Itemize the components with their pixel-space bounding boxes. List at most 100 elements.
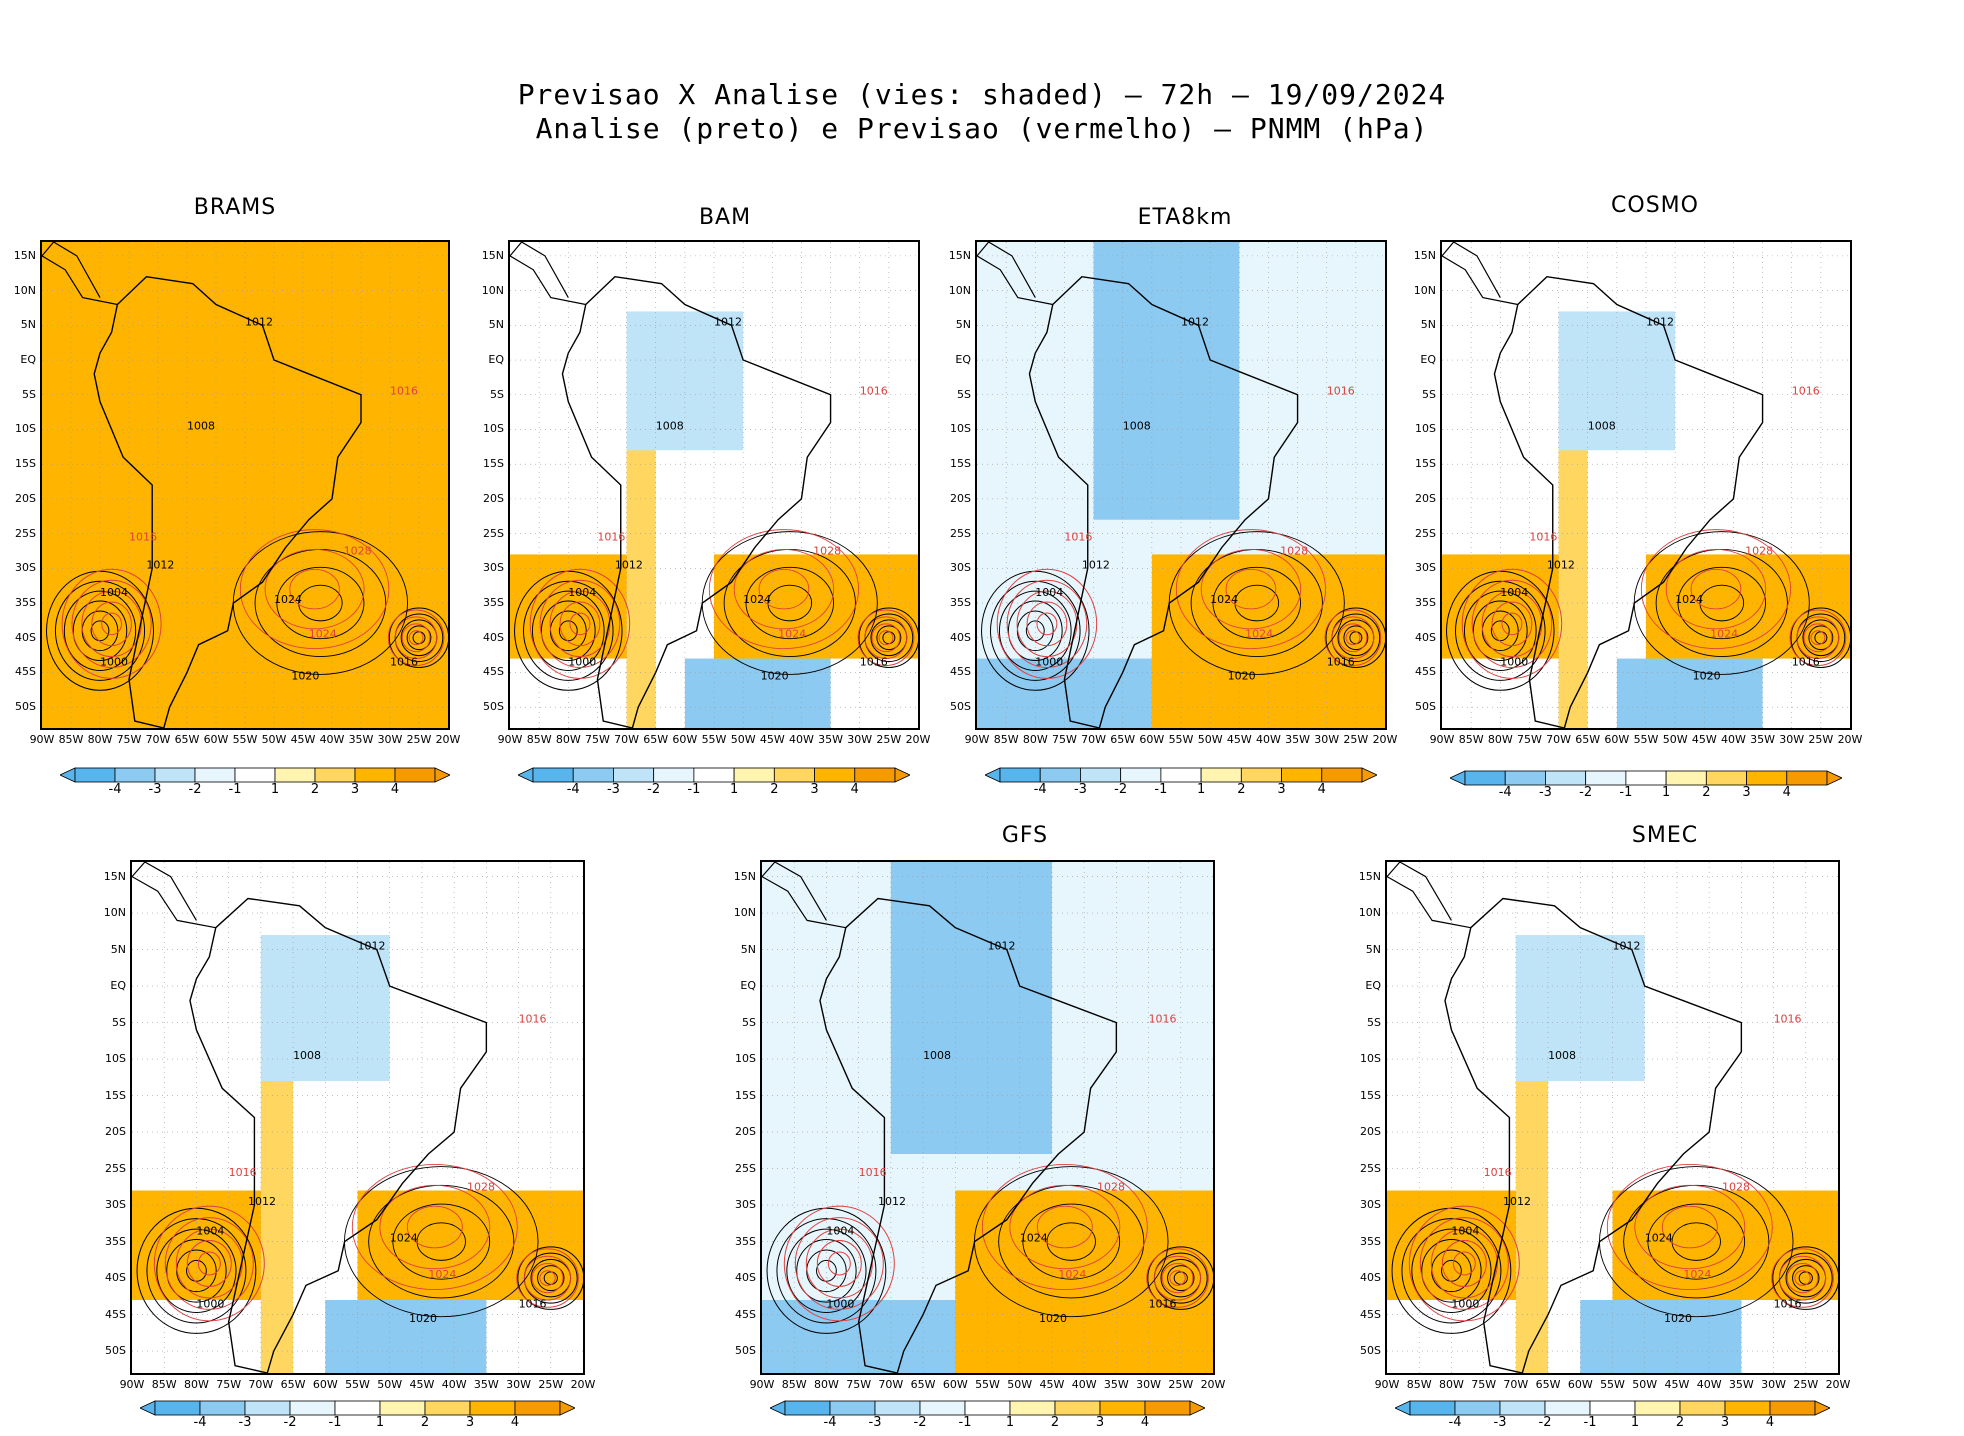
bias-cell — [1181, 658, 1211, 694]
bias-cell — [655, 450, 686, 486]
lon-tick-label: 30W — [1314, 733, 1340, 746]
bias-cell — [655, 554, 686, 590]
bias-cell — [888, 693, 918, 728]
bias-cell — [826, 1081, 860, 1118]
bias-cell — [1148, 898, 1182, 936]
bias-cell — [1326, 519, 1357, 555]
bias-cell — [361, 485, 391, 521]
bias-cell — [1515, 1300, 1549, 1337]
map-svg: 1012102410201000100410081016101210281016… — [42, 242, 448, 728]
bias-cell — [361, 311, 391, 347]
bias-cell — [1500, 380, 1530, 417]
bias-cell — [158, 450, 188, 486]
bias-cell — [158, 693, 188, 728]
bias-cell — [1483, 1044, 1517, 1082]
bias-cell — [454, 1300, 487, 1337]
bias-cell — [164, 1117, 197, 1155]
lat-tick-label: 20S — [105, 1125, 126, 1139]
colorbar-tick-label: -4 — [108, 782, 122, 797]
colorbar-tick-label: -4 — [566, 782, 580, 797]
bias-cell — [923, 971, 956, 1009]
bias-cell — [42, 415, 72, 451]
isobar-label: 1004 — [1451, 1224, 1479, 1237]
bias-cell — [1122, 589, 1153, 625]
lat-tick-label: 5S — [742, 1015, 756, 1029]
bias-cell — [158, 380, 188, 417]
bias-cell — [1442, 658, 1472, 694]
lon-tick-label: 50W — [1632, 1378, 1658, 1391]
bias-cell — [1805, 1044, 1838, 1082]
bias-cell — [1180, 1117, 1213, 1155]
south-america-coastline — [1028, 275, 1299, 728]
bias-cell — [1268, 276, 1299, 312]
bias-cell — [518, 935, 552, 972]
colorbar-swatch — [1625, 770, 1667, 786]
bias-cell — [826, 1336, 860, 1373]
colorbar-tick-label: -2 — [647, 782, 661, 797]
bias-cell — [100, 380, 130, 417]
bias-cell — [1210, 450, 1240, 486]
bias-cell — [1676, 1227, 1710, 1264]
lat-tick-label: 10S — [950, 422, 971, 436]
bias-cell — [129, 276, 159, 312]
bias-cell — [1122, 485, 1153, 521]
bias-cell — [1733, 380, 1764, 417]
bias-cell — [1644, 1117, 1678, 1155]
map-svg: 1012102410201000100410081016101210281016… — [510, 242, 918, 728]
bias-cell — [1006, 276, 1036, 312]
bias-cell — [890, 1008, 924, 1045]
bias-cell — [1704, 658, 1734, 694]
bias-cell — [1116, 1154, 1150, 1191]
bias-cell — [1709, 935, 1742, 972]
isobar-label: 1016 — [1484, 1166, 1512, 1179]
bias-cell — [1084, 1117, 1117, 1155]
bias-cell — [1773, 1117, 1807, 1155]
bias-cell — [245, 380, 275, 417]
bias-cell — [626, 519, 657, 555]
colorbar-tick-label: -1 — [958, 1415, 972, 1430]
lat-tick-label: 5N — [740, 942, 756, 956]
isobar-label: 1004 — [568, 586, 596, 599]
colorbar-swatch — [1080, 767, 1122, 783]
bias-cell — [794, 1336, 827, 1373]
map-svg: 1012102410201000100410081016101210281016… — [1442, 242, 1850, 728]
bias-cell — [1297, 485, 1328, 521]
bias-cell — [1529, 311, 1560, 347]
bias-cell — [454, 1044, 487, 1082]
lon-tick-label: 55W — [232, 733, 258, 746]
bias-cell — [1355, 346, 1385, 382]
bias-cell — [1646, 485, 1676, 521]
isobar-label: 1024 — [274, 593, 302, 606]
bias-cell — [100, 519, 130, 555]
bias-cell — [1268, 485, 1299, 521]
bias-cell — [293, 1336, 326, 1373]
isobar-label: 1012 — [1503, 1195, 1531, 1208]
lon-tick-label: 55W — [1168, 733, 1194, 746]
bias-cell — [626, 415, 657, 451]
bias-cell — [1704, 693, 1734, 728]
bias-cell — [714, 658, 744, 694]
bias-cell — [332, 658, 362, 694]
bias-cell — [1616, 658, 1647, 694]
bias-cell — [743, 380, 773, 417]
bias-cell — [684, 450, 715, 486]
colorbar-swatch — [693, 767, 735, 783]
bias-cell — [228, 971, 262, 1009]
bias-cell — [187, 485, 217, 521]
bias-cell — [1733, 346, 1764, 382]
bias-cell — [1471, 693, 1501, 728]
colorbar-swatch — [74, 767, 116, 783]
bias-cell — [1051, 1081, 1085, 1118]
isobar-label: 1024 — [1710, 628, 1738, 641]
lat-tick-label: 50S — [483, 700, 504, 714]
colorbar-swatch — [114, 767, 156, 783]
isobar-label: 1000 — [568, 656, 596, 669]
colorbar-swatch — [1545, 770, 1587, 786]
isobar-label: 1016 — [519, 1013, 547, 1026]
bias-cell — [1387, 1008, 1420, 1045]
bias-cell — [1587, 311, 1618, 347]
bias-cell — [1297, 380, 1328, 417]
bias-cell — [1646, 242, 1676, 278]
bias-cell — [129, 554, 159, 590]
lon-tick-label: 50W — [1662, 733, 1688, 746]
